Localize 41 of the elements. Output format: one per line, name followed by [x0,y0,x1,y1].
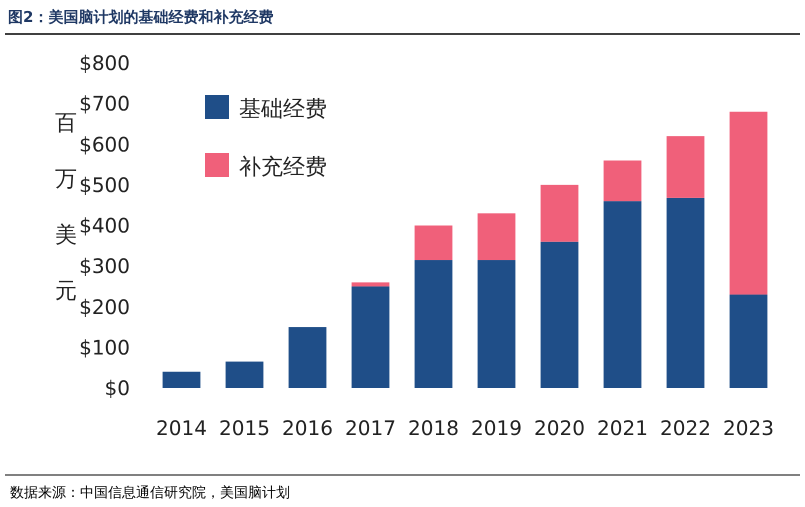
bar [666,198,704,388]
bar [730,294,768,388]
y-tick-label: $0 [104,376,130,400]
bar [414,226,452,260]
bar [288,327,326,388]
x-tick-label: 2021 [597,416,648,440]
x-tick-label: 2017 [345,416,396,440]
bar [730,112,768,295]
legend-label: 补充经费 [239,155,327,180]
x-tick-label: 2014 [156,416,207,440]
bar [604,160,642,202]
bar [162,372,200,388]
x-tick-label: 2019 [471,416,522,440]
y-tick-label: $300 [79,254,130,278]
legend-label: 基础经费 [239,97,327,122]
chart-title: 图2：美国脑计划的基础经费和补充经费 [8,8,274,26]
y-tick-label: $100 [79,335,130,360]
text: 百万美元 [55,111,77,304]
y-tick-label: $200 [79,294,130,319]
x-tick-label: 2015 [219,416,270,440]
x-tick-label: 2018 [408,416,459,440]
x-tick-label: 2022 [660,416,711,440]
x-tick-label: 2023 [723,416,774,440]
bar [226,362,264,388]
y-tick-label: $500 [79,172,130,197]
y-tick-label: $400 [79,214,130,238]
x-tick-label: 2020 [534,416,585,440]
y-tick-label: $600 [79,132,130,156]
y-tick-label: $800 [79,51,130,75]
bar [540,184,578,242]
bar [352,282,390,286]
bar [666,136,704,198]
bar [478,260,516,388]
source-note: 数据来源：中国信息通信研究院，美国脑计划 [10,485,290,501]
bar [478,213,516,260]
y-tick-label: $700 [79,92,130,116]
bar [352,286,390,388]
bar [540,242,578,388]
bar [604,201,642,388]
x-tick-label: 2016 [282,416,333,440]
bar [414,260,452,388]
